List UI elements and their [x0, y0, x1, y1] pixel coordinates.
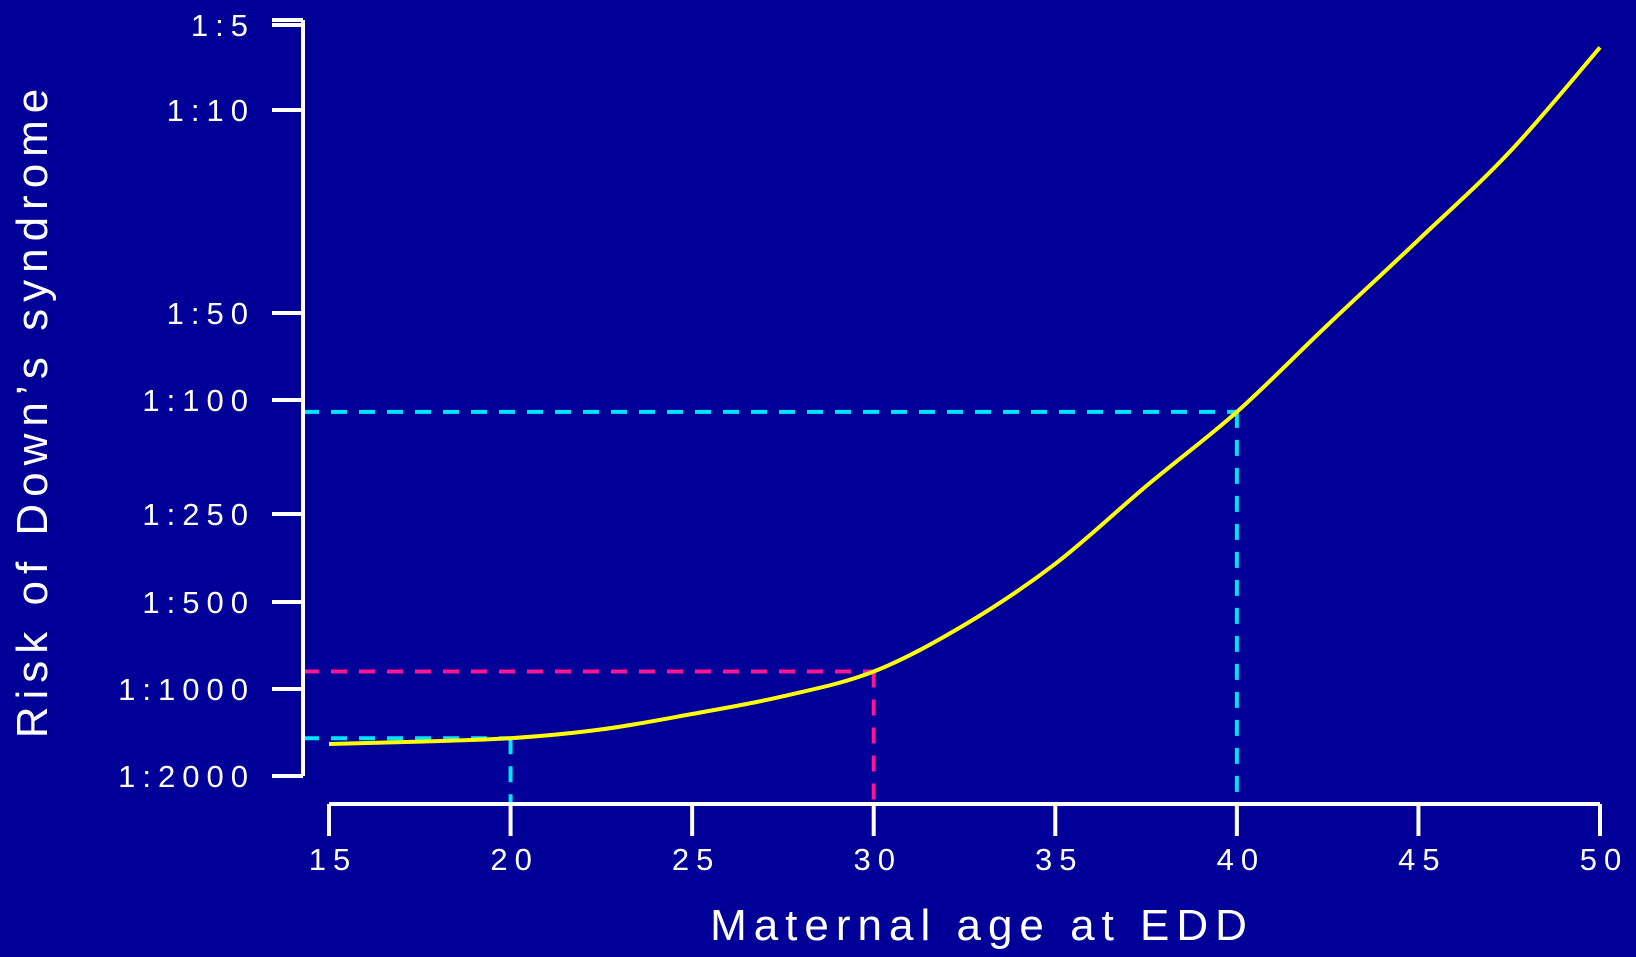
x-tick-label: 35: [1035, 842, 1083, 877]
y-axis: 1:5 1:10 1:50 1:100 1:250 1:500 1:1000 1:2000: [118, 8, 305, 794]
x-tick-label: 15: [309, 842, 357, 877]
x-tick-label: 45: [1398, 842, 1446, 877]
y-axis-title: Risk of Down’s syndrome: [8, 82, 57, 739]
x-tick-label: 30: [853, 842, 901, 877]
risk-curve: [328, 46, 1602, 746]
y-tick-label: 1:1000: [118, 672, 255, 707]
y-tick-label: 1:100: [142, 383, 255, 418]
y-tick-label: 1:2000: [118, 759, 255, 794]
y-tick-label: 1:5: [191, 8, 255, 43]
reference-lines: [303, 409, 1239, 804]
series-layer: [328, 46, 1602, 746]
y-tick-label: 1:50: [167, 296, 255, 331]
x-axis: 15 20 25 30 35 40 45 50: [309, 802, 1628, 877]
y-tick-label: 1:250: [142, 497, 255, 532]
x-tick-label: 40: [1217, 842, 1265, 877]
x-tick-label: 20: [490, 842, 538, 877]
x-tick-label: 50: [1580, 842, 1628, 877]
y-tick-label: 1:10: [167, 93, 255, 128]
x-tick-label: 25: [672, 842, 720, 877]
y-tick-label: 1:500: [142, 585, 255, 620]
x-axis-title: Maternal age at EDD: [710, 901, 1254, 950]
